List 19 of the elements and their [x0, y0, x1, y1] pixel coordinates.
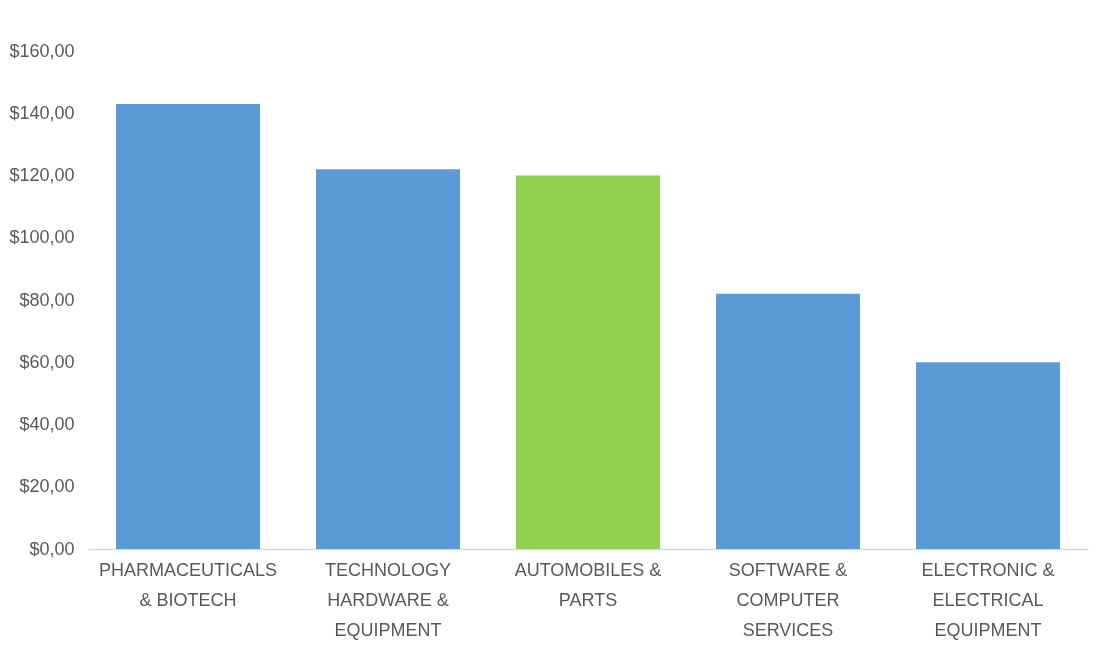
y-tick-label: $60,00: [19, 351, 75, 372]
y-tick-label: $0,00: [29, 538, 75, 559]
y-tick-label: $40,00: [19, 414, 75, 434]
x-tick-label: SOFTWARE & COMPUTER SERVICES: [728, 559, 848, 640]
bar: [316, 169, 460, 549]
bar: [716, 293, 860, 549]
bar: [916, 362, 1060, 549]
y-tick-label: $140,00: [9, 102, 75, 123]
bar: [516, 175, 660, 549]
y-tick-label: $20,00: [19, 476, 75, 497]
x-tick-label: TECHNOLOGY HARDWARE & EQUIPMENT: [324, 559, 452, 640]
y-tick-label: $160,00: [9, 40, 75, 61]
y-tick-label: $80,00: [19, 289, 75, 310]
bar: [116, 103, 260, 549]
x-tick-label: AUTOMOBILES & PARTS: [514, 559, 662, 610]
y-tick-label: $120,00: [9, 165, 75, 185]
x-tick-label: PHARMACEUTICALS & BIOTECH: [98, 559, 278, 610]
y-tick-label: $100,00: [9, 227, 75, 248]
x-tick-label: ELECTRONIC & ELECTRICAL EQUIPMENT: [921, 559, 1055, 640]
